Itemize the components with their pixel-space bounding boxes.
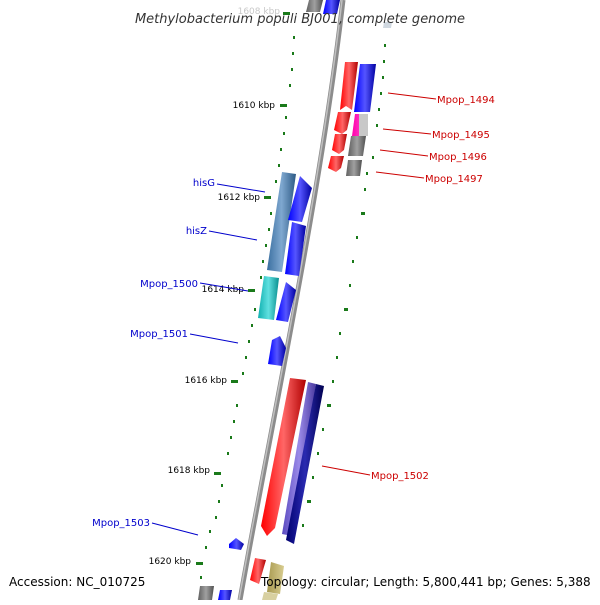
label-mpop-1501[interactable]: Mpop_1501 — [130, 329, 188, 340]
accession-label: Accession: NC_010725 — [9, 575, 145, 589]
gene-labels-left: hisG hisZ Mpop_1500 Mpop_1501 Mpop_1503 — [92, 178, 215, 529]
map-title: Methylobacterium populi BJ001, complete … — [135, 12, 465, 27]
gene-bottom-partial[interactable] — [198, 558, 284, 600]
scale-ticks — [196, 12, 290, 565]
gene-hisG[interactable] — [267, 172, 312, 272]
leader-lines-left — [151, 183, 266, 536]
label-mpop-1502[interactable]: Mpop_1502 — [371, 471, 429, 482]
gene-mpop-1497[interactable] — [328, 156, 362, 176]
gene-mpop-1495[interactable] — [334, 112, 368, 136]
gene-mpop-1496[interactable] — [332, 134, 366, 156]
gene-mpop-1500[interactable] — [258, 276, 296, 322]
gene-hisZ[interactable] — [285, 222, 306, 276]
scale-label-1612: 1612 kbp — [218, 193, 261, 203]
scale-label-1618: 1618 kbp — [168, 466, 211, 476]
scale-label-1620: 1620 kbp — [149, 557, 192, 567]
gene-mpop-1501[interactable] — [268, 336, 286, 366]
tick-dots — [200, 36, 386, 579]
gene-top-partial[interactable] — [306, 0, 392, 28]
gene-labels-right: Mpop_1494 Mpop_1495 Mpop_1496 Mpop_1497 … — [371, 95, 495, 482]
label-hisZ[interactable]: hisZ — [186, 226, 207, 237]
leader-lines-right — [321, 92, 437, 476]
gene-mpop-1502[interactable] — [261, 378, 324, 544]
scale-labels: 1608 kbp 1610 kbp 1612 kbp 1614 kbp 1616… — [149, 7, 281, 567]
label-mpop-1495[interactable]: Mpop_1495 — [432, 130, 490, 141]
label-mpop-1500[interactable]: Mpop_1500 — [140, 279, 198, 290]
scale-label-1614: 1614 kbp — [202, 285, 245, 295]
label-mpop-1497[interactable]: Mpop_1497 — [425, 174, 483, 185]
scale-label-1608: 1608 kbp — [238, 7, 281, 17]
scale-label-1610: 1610 kbp — [233, 101, 276, 111]
gene-mpop-1494[interactable] — [340, 62, 376, 112]
topology-label: Topology: circular; Length: 5,800,441 bp… — [260, 575, 591, 589]
gene-mpop-1503[interactable] — [229, 538, 244, 550]
label-hisG[interactable]: hisG — [193, 178, 215, 189]
genome-backbone — [237, 0, 346, 601]
label-mpop-1496[interactable]: Mpop_1496 — [429, 152, 487, 163]
label-mpop-1503[interactable]: Mpop_1503 — [92, 518, 150, 529]
scale-label-1616: 1616 kbp — [185, 376, 228, 386]
label-mpop-1494[interactable]: Mpop_1494 — [437, 95, 495, 106]
